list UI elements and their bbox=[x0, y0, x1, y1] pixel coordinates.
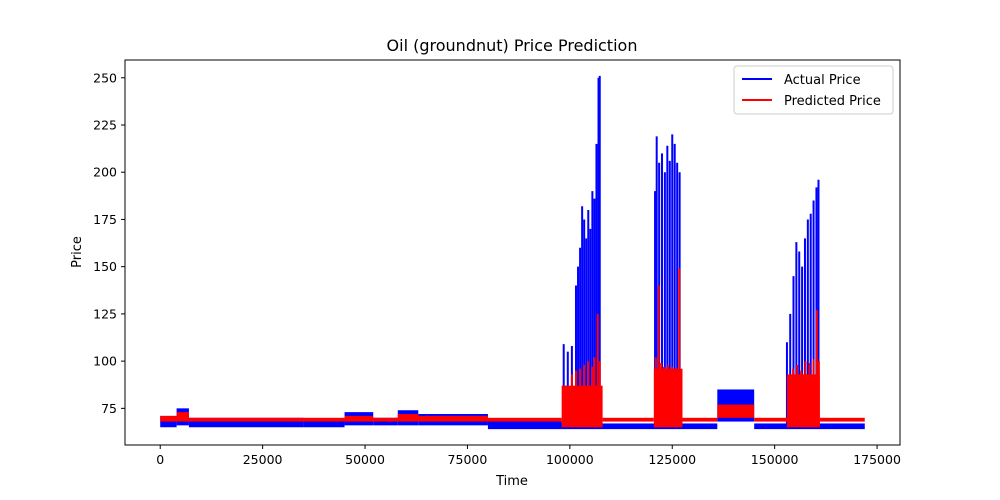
series-0-band-9 bbox=[561, 423, 718, 430]
x-tick-label: 50000 bbox=[345, 452, 385, 467]
series-1-band-13 bbox=[754, 417, 787, 422]
series-1-band-3 bbox=[344, 415, 374, 422]
chart-title: Oil (groundnut) Price Prediction bbox=[387, 36, 638, 55]
series-1-band-1 bbox=[176, 412, 189, 422]
y-tick-label: 250 bbox=[93, 70, 117, 85]
series-0-band-2 bbox=[188, 417, 304, 428]
legend-label-actual-price: Actual Price bbox=[784, 73, 861, 88]
y-tick-label: 150 bbox=[93, 259, 117, 274]
y-tick-label: 175 bbox=[93, 212, 117, 227]
legend: Actual Price Predicted Price bbox=[733, 65, 894, 115]
plot-area bbox=[160, 75, 865, 430]
series-1-band-7 bbox=[487, 417, 562, 422]
series-1-band-0 bbox=[160, 415, 177, 422]
y-tick-label: 125 bbox=[93, 306, 117, 321]
series-1-band-5 bbox=[397, 414, 419, 422]
legend-box bbox=[733, 65, 894, 115]
series-layer bbox=[160, 75, 865, 430]
x-tick-label: 100000 bbox=[546, 452, 594, 467]
x-tick-label: 75000 bbox=[448, 452, 488, 467]
series-1-band-9 bbox=[602, 417, 654, 422]
series-1-band-11 bbox=[682, 417, 718, 422]
x-tick-label: 0 bbox=[156, 452, 164, 467]
x-axis-label: Time bbox=[495, 474, 528, 489]
legend-label-predicted-price: Predicted Price bbox=[784, 94, 881, 109]
x-tick-label: 175000 bbox=[853, 452, 901, 467]
series-0-band-3 bbox=[303, 419, 345, 428]
x-axis: 0 25000 50000 75000 100000 125000 150000 175000 bbox=[156, 445, 901, 467]
plot-frame bbox=[124, 59, 901, 446]
series-1-band-8 bbox=[561, 385, 603, 428]
series-1-band-15 bbox=[819, 417, 865, 422]
series-0 bbox=[160, 75, 865, 430]
series-1-band-2 bbox=[188, 417, 345, 422]
x-tick-label: 125000 bbox=[648, 452, 696, 467]
y-axis-label: Price bbox=[70, 236, 85, 268]
y-tick-label: 225 bbox=[93, 117, 117, 132]
series-1-band-6 bbox=[418, 415, 488, 422]
y-axis: 75 100 125 150 175 200 225 250 bbox=[93, 70, 125, 416]
series-1-band-4 bbox=[373, 417, 398, 422]
series-1 bbox=[160, 268, 865, 428]
series-0-band-8 bbox=[487, 419, 562, 430]
series-1-band-14 bbox=[786, 374, 820, 428]
x-tick-label: 25000 bbox=[243, 452, 283, 467]
y-tick-label: 100 bbox=[93, 354, 117, 369]
series-1-band-12 bbox=[717, 404, 755, 418]
x-tick-label: 150000 bbox=[751, 452, 799, 467]
y-tick-label: 200 bbox=[93, 165, 117, 180]
y-tick-label: 75 bbox=[101, 401, 117, 416]
